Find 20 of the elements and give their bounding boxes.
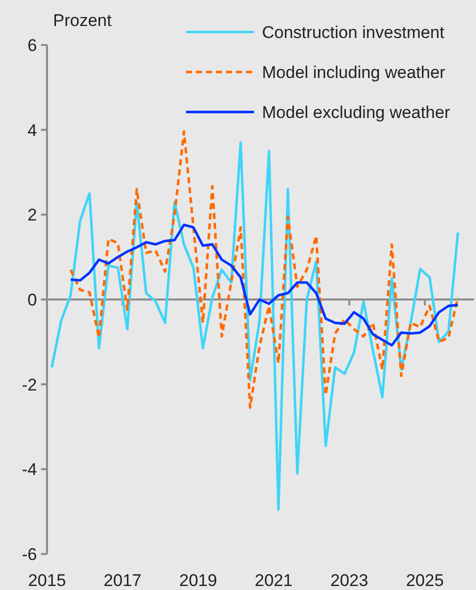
- x-tick-label: 2021: [254, 571, 293, 590]
- y-axis-title: Prozent: [53, 11, 112, 30]
- y-tick-label: 6: [28, 36, 37, 55]
- y-tick-label: 0: [28, 290, 37, 310]
- y-tick-label: -6: [22, 544, 37, 564]
- x-tick-label: 2019: [179, 571, 218, 590]
- legend-label: Construction investment: [262, 22, 445, 42]
- x-tick-label: 2025: [406, 571, 444, 590]
- y-tick-label: 2: [28, 206, 37, 225]
- legend-label: Model excluding weather: [262, 102, 450, 122]
- legend-label: Model including weather: [262, 62, 446, 82]
- x-tick-label: 2023: [330, 571, 368, 590]
- y-tick-label: -4: [22, 460, 37, 480]
- y-tick-label: 4: [28, 120, 37, 140]
- line-series: [50, 141, 460, 511]
- x-tick-label: 2017: [104, 571, 142, 590]
- y-tick-label: -2: [22, 375, 37, 394]
- line-series: [69, 224, 460, 347]
- x-tick-label: 2015: [28, 571, 66, 590]
- line-series: [69, 130, 460, 409]
